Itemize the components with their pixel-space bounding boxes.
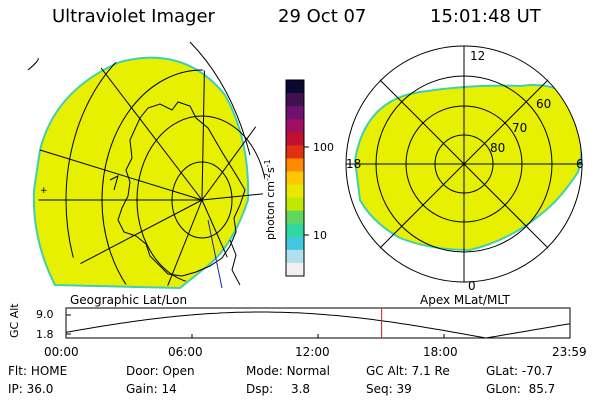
xtick-0600: 06:00 (168, 345, 203, 359)
xtick-0000: 00:00 (44, 345, 79, 359)
mlt-label-0: 0 (468, 279, 476, 293)
seq-value: 39 (396, 382, 412, 396)
colorbar-swatch (286, 171, 304, 186)
glat-value: -70.7 (521, 364, 553, 378)
colorbar-swatch (286, 249, 304, 264)
xtick-1200: 12:00 (295, 345, 330, 359)
flt-label: Flt: (8, 364, 27, 378)
mode-label: Mode: (246, 364, 283, 378)
lat-label-60: 60 (536, 97, 551, 111)
altitude-ylabel: GC Alt (8, 303, 21, 338)
lat-label-70: 70 (512, 121, 527, 135)
xtick-2359: 23:59 (552, 345, 587, 359)
colorbar-frame (285, 79, 305, 277)
colorbar-swatch (286, 80, 304, 94)
dsp-value: 3.8 (290, 382, 311, 396)
right-grid (345, 45, 583, 283)
door-value: Open (162, 364, 195, 378)
colorbar-swatch (286, 106, 304, 120)
door-label: Door: (126, 364, 159, 378)
glon-value: 85.7 (528, 382, 556, 396)
left-edge-mark: + (40, 186, 48, 196)
dsp-field: Dsp: 3.8 (246, 382, 310, 396)
island-outline (109, 175, 119, 191)
mode-value: Normal (286, 364, 330, 378)
geographic-map: + (27, 41, 265, 290)
left-arc-2 (189, 41, 251, 156)
terminator-line (207, 219, 223, 289)
glon-field: GLon: 85.7 (486, 382, 555, 396)
xtick-1800: 18:00 (423, 345, 458, 359)
colorbar-swatch (286, 262, 304, 277)
flt-field: Flt: HOME (8, 364, 67, 378)
glat-field: GLat: -70.7 (486, 364, 553, 378)
colorbar-swatch (286, 197, 304, 212)
instrument-title: Ultraviolet Imager (52, 6, 215, 27)
glon-label: GLon: (486, 382, 521, 396)
gcalt-label: GC Alt: (366, 364, 408, 378)
colorbar-swatch (286, 210, 304, 225)
continent-outline (117, 101, 246, 277)
time-label: 15:01:48 UT (430, 6, 541, 27)
seq-label: Seq: (366, 382, 393, 396)
gcalt-field: GC Alt: 7.1 Re (366, 364, 450, 378)
ip-value: 36.0 (26, 382, 54, 396)
dsp-label: Dsp: (246, 382, 274, 396)
colorbar-swatch (286, 93, 304, 107)
colorbar-swatch (286, 158, 304, 172)
colorbar-tick-100: 100 (313, 141, 334, 154)
mlt-label-18: 18 (346, 157, 361, 171)
gcalt-value: 7.1 Re (411, 364, 450, 378)
magnetic-map: 12 18 6 0 60 70 80 (345, 45, 584, 293)
door-field: Door: Open (126, 364, 195, 378)
altitude-ytick-high: 9.0 (36, 308, 54, 321)
gain-field: Gain: 14 (126, 382, 177, 396)
ip-field: IP: 36.0 (8, 382, 53, 396)
left-image-fill (32, 56, 250, 290)
colorbar-swatch (286, 145, 304, 159)
right-panel-label: Apex MLat/MLT (420, 293, 510, 307)
ip-label: IP: (8, 382, 23, 396)
coast-fragment (229, 239, 241, 286)
gain-value: 14 (161, 382, 177, 396)
colorbar-swatch (286, 132, 304, 146)
colorbar-title: photon cm-2s-1 (263, 159, 277, 240)
altitude-plot: GC Alt 9.0 1.8 00:00 06:00 12:00 18:00 2… (8, 303, 587, 359)
left-arc-1 (27, 57, 39, 71)
seq-field: Seq: 39 (366, 382, 412, 396)
colorbar-swatch (286, 184, 304, 199)
colorbar-swatch (286, 119, 304, 133)
mlt-label-12: 12 (470, 49, 485, 63)
altitude-plot-frame (65, 307, 571, 339)
glat-label: GLat: (486, 364, 519, 378)
altitude-curve (65, 311, 571, 339)
mlt-label-6: 6 (576, 157, 584, 171)
colorbar-swatch (286, 236, 304, 251)
mlt-line-diag2 (379, 79, 549, 249)
altitude-ytick-low: 1.8 (36, 328, 54, 341)
lat-label-80: 80 (490, 141, 505, 155)
left-panel-label: Geographic Lat/Lon (70, 293, 187, 307)
colorbar (285, 79, 305, 277)
date-label: 29 Oct 07 (278, 6, 367, 27)
gain-label: Gain: (126, 382, 158, 396)
flt-value: HOME (30, 364, 68, 378)
mode-field: Mode: Normal (246, 364, 330, 378)
colorbar-swatch (286, 223, 304, 238)
colorbar-tick-10: 10 (313, 229, 327, 242)
